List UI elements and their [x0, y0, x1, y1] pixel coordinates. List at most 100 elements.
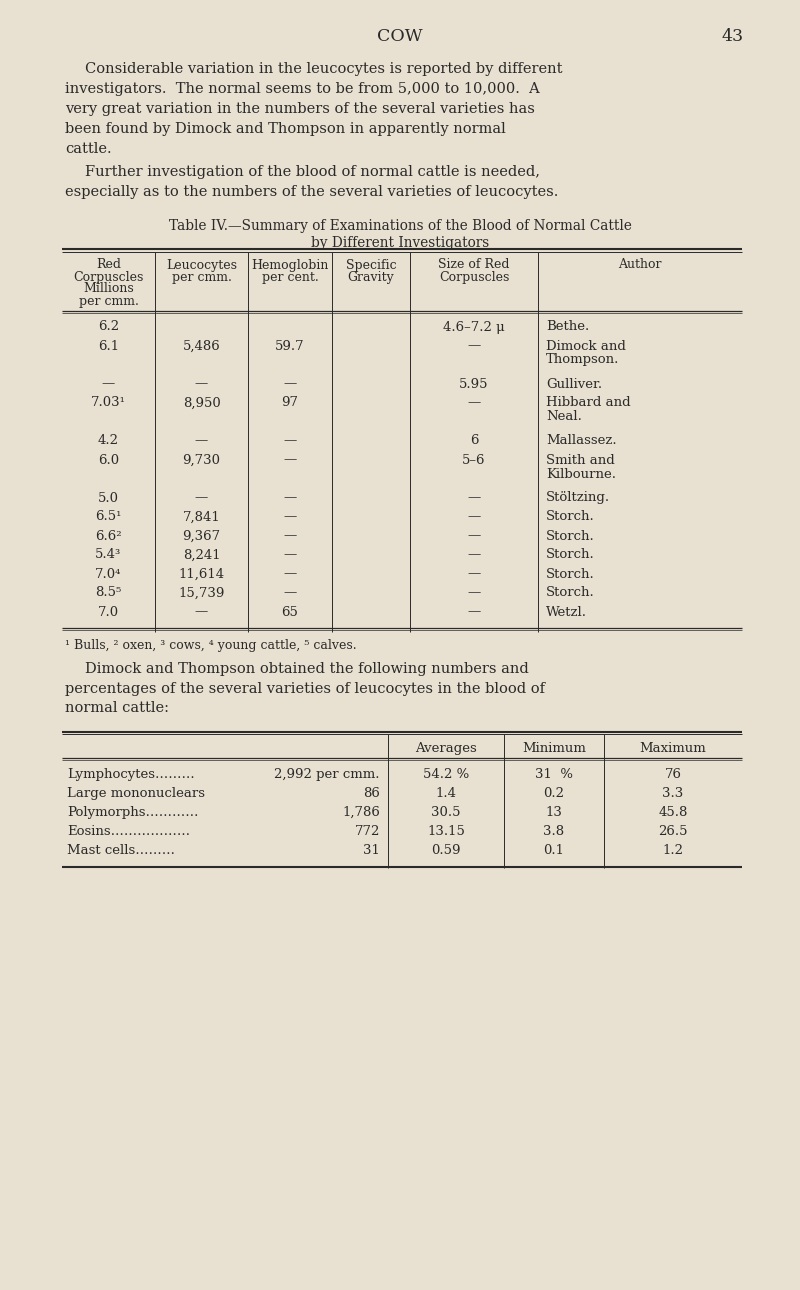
Text: —: —: [467, 568, 481, 580]
Text: 9,367: 9,367: [182, 529, 221, 543]
Text: —: —: [283, 548, 297, 561]
Text: —: —: [283, 435, 297, 448]
Text: especially as to the numbers of the several varieties of leucocytes.: especially as to the numbers of the seve…: [65, 184, 558, 199]
Text: Storch.: Storch.: [546, 587, 594, 600]
Text: Polymorphs…………: Polymorphs…………: [67, 806, 198, 819]
Text: 0.2: 0.2: [543, 787, 565, 800]
Text: normal cattle:: normal cattle:: [65, 702, 169, 716]
Text: 6.1: 6.1: [98, 339, 119, 352]
Text: Eosins………………: Eosins………………: [67, 826, 190, 838]
Text: —: —: [467, 548, 481, 561]
Text: Hemoglobin: Hemoglobin: [251, 258, 329, 271]
Text: 3.3: 3.3: [662, 787, 684, 800]
Text: 7,841: 7,841: [182, 511, 220, 524]
Text: 5,486: 5,486: [182, 339, 220, 352]
Text: 772: 772: [354, 826, 380, 838]
Text: —: —: [283, 378, 297, 391]
Text: 4.6–7.2 μ: 4.6–7.2 μ: [443, 320, 505, 334]
Text: —: —: [467, 491, 481, 504]
Text: Table IV.—Summary of Examinations of the Blood of Normal Cattle: Table IV.—Summary of Examinations of the…: [169, 219, 631, 233]
Text: 13: 13: [546, 806, 562, 819]
Text: Stöltzing.: Stöltzing.: [546, 491, 610, 504]
Text: Dimock and: Dimock and: [546, 339, 626, 352]
Text: 5.0: 5.0: [98, 491, 119, 504]
Text: 6: 6: [470, 435, 478, 448]
Text: —: —: [283, 454, 297, 467]
Text: Corpuscles: Corpuscles: [439, 271, 509, 284]
Text: —: —: [195, 378, 208, 391]
Text: Hibbard and: Hibbard and: [546, 396, 630, 409]
Text: 9,730: 9,730: [182, 454, 221, 467]
Text: Leucocytes: Leucocytes: [166, 258, 237, 271]
Text: Red: Red: [96, 258, 121, 271]
Text: 31  %: 31 %: [535, 768, 573, 780]
Text: 45.8: 45.8: [658, 806, 688, 819]
Text: 31: 31: [363, 844, 380, 857]
Text: Storch.: Storch.: [546, 511, 594, 524]
Text: 7.03¹: 7.03¹: [91, 396, 126, 409]
Text: —: —: [467, 339, 481, 352]
Text: —: —: [467, 605, 481, 618]
Text: by Different Investigators: by Different Investigators: [311, 236, 489, 250]
Text: been found by Dimock and Thompson in apparently normal: been found by Dimock and Thompson in app…: [65, 123, 506, 135]
Text: —: —: [283, 587, 297, 600]
Text: per cmm.: per cmm.: [171, 271, 231, 284]
Text: 1.2: 1.2: [662, 844, 683, 857]
Text: Kilbourne.: Kilbourne.: [546, 467, 616, 480]
Text: Author: Author: [618, 258, 662, 271]
Text: per cmm.: per cmm.: [78, 294, 138, 307]
Text: Smith and: Smith and: [546, 454, 614, 467]
Text: 6.6²: 6.6²: [95, 529, 122, 543]
Text: 6.0: 6.0: [98, 454, 119, 467]
Text: Further investigation of the blood of normal cattle is needed,: Further investigation of the blood of no…: [85, 165, 540, 179]
Text: Averages: Averages: [415, 742, 477, 755]
Text: Considerable variation in the leucocytes is reported by different: Considerable variation in the leucocytes…: [85, 62, 562, 76]
Text: 0.59: 0.59: [431, 844, 461, 857]
Text: 7.0: 7.0: [98, 605, 119, 618]
Text: —: —: [195, 605, 208, 618]
Text: 5.95: 5.95: [459, 378, 489, 391]
Text: —: —: [283, 529, 297, 543]
Text: Maximum: Maximum: [640, 742, 706, 755]
Text: —: —: [467, 529, 481, 543]
Text: 13.15: 13.15: [427, 826, 465, 838]
Text: Lymphocytes………: Lymphocytes………: [67, 768, 194, 780]
Text: 1.4: 1.4: [435, 787, 457, 800]
Text: 8.5⁵: 8.5⁵: [95, 587, 122, 600]
Text: Gravity: Gravity: [348, 271, 394, 284]
Text: —: —: [283, 491, 297, 504]
Text: very great variation in the numbers of the several varieties has: very great variation in the numbers of t…: [65, 102, 535, 116]
Text: 6.5¹: 6.5¹: [95, 511, 122, 524]
Text: 76: 76: [665, 768, 682, 780]
Text: 65: 65: [282, 605, 298, 618]
Text: 3.8: 3.8: [543, 826, 565, 838]
Text: —: —: [195, 491, 208, 504]
Text: ¹ Bulls, ² oxen, ³ cows, ⁴ young cattle, ⁵ calves.: ¹ Bulls, ² oxen, ³ cows, ⁴ young cattle,…: [65, 640, 357, 653]
Text: Storch.: Storch.: [546, 529, 594, 543]
Text: Wetzl.: Wetzl.: [546, 605, 587, 618]
Text: —: —: [283, 568, 297, 580]
Text: Millions: Millions: [83, 283, 134, 295]
Text: 7.0⁴: 7.0⁴: [95, 568, 122, 580]
Text: 8,950: 8,950: [182, 396, 220, 409]
Text: —: —: [467, 511, 481, 524]
Text: COW: COW: [377, 28, 423, 45]
Text: 2,992 per cmm.: 2,992 per cmm.: [274, 768, 380, 780]
Text: —: —: [283, 511, 297, 524]
Text: per cent.: per cent.: [262, 271, 318, 284]
Text: —: —: [195, 435, 208, 448]
Text: 54.2 %: 54.2 %: [423, 768, 469, 780]
Text: 5–6: 5–6: [462, 454, 486, 467]
Text: Storch.: Storch.: [546, 568, 594, 580]
Text: Storch.: Storch.: [546, 548, 594, 561]
Text: Specific: Specific: [346, 258, 396, 271]
Text: 1,786: 1,786: [342, 806, 380, 819]
Text: 43: 43: [722, 28, 744, 45]
Text: cattle.: cattle.: [65, 142, 112, 156]
Text: Corpuscles: Corpuscles: [74, 271, 144, 284]
Text: —: —: [467, 587, 481, 600]
Text: 4.2: 4.2: [98, 435, 119, 448]
Text: 15,739: 15,739: [178, 587, 225, 600]
Text: 86: 86: [363, 787, 380, 800]
Text: 6.2: 6.2: [98, 320, 119, 334]
